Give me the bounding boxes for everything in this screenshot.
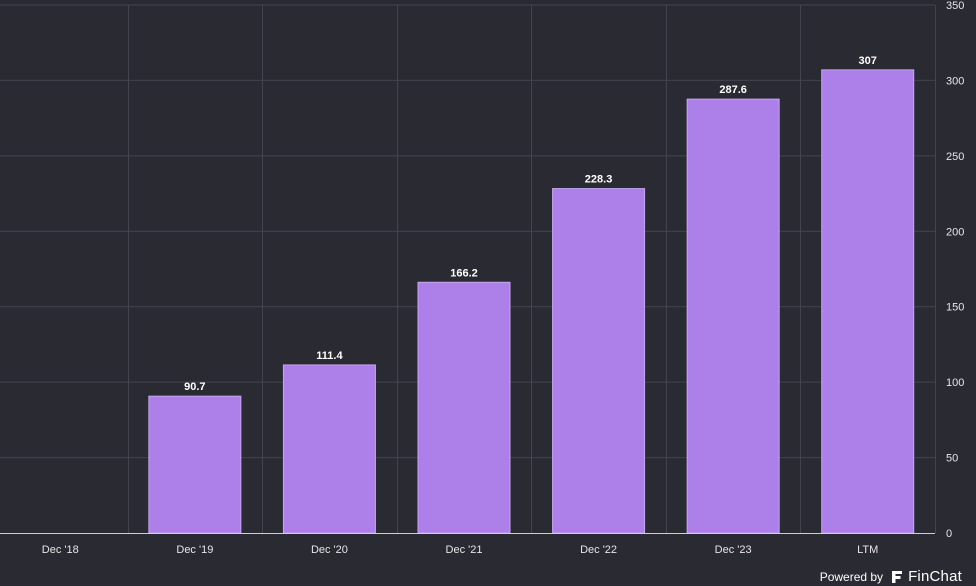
x-tick-label: Dec '21 xyxy=(446,544,483,556)
data-label: 111.4 xyxy=(316,350,343,362)
x-tick-label: Dec '22 xyxy=(580,544,617,556)
y-tick-labels: 0 50 100 150 200 250 300 350 xyxy=(946,0,964,540)
data-label: 307 xyxy=(859,55,877,67)
bar xyxy=(821,69,915,534)
y-tick-label: 50 xyxy=(946,453,958,465)
bar xyxy=(686,98,780,534)
y-tick-label: 100 xyxy=(946,377,964,389)
bar xyxy=(148,395,242,534)
y-tick-label: 300 xyxy=(946,75,964,87)
y-tick-label: 200 xyxy=(946,226,964,238)
finchat-logo-icon xyxy=(892,570,903,583)
brand-name: FinChat xyxy=(908,568,962,585)
data-label: 228.3 xyxy=(585,174,613,186)
x-tick-label: Dec '20 xyxy=(311,544,348,556)
y-tick-label: 350 xyxy=(946,0,964,12)
bars xyxy=(148,69,915,534)
bar xyxy=(282,364,376,534)
x-tick-labels: Dec '18 Dec '19 Dec '20 Dec '21 Dec '22 Dec '… xyxy=(42,544,878,556)
powered-by-badge[interactable]: Powered by FinChat xyxy=(820,568,962,585)
y-tick-label: 0 xyxy=(946,528,952,540)
powered-by-label: Powered by xyxy=(819,569,884,584)
data-label: 287.6 xyxy=(719,84,747,96)
y-tick-label: 250 xyxy=(946,151,964,163)
x-tick-label: Dec '18 xyxy=(42,544,79,556)
x-tick-label: Dec '19 xyxy=(176,544,213,556)
bar xyxy=(552,188,646,534)
bar xyxy=(417,281,511,534)
data-label: 166.2 xyxy=(450,267,478,279)
data-label: 90.7 xyxy=(184,381,205,393)
x-tick-label: Dec '23 xyxy=(715,544,752,556)
data-labels: 90.7 111.4 166.2 228.3 287.6 307 xyxy=(184,55,877,393)
x-tick-label: LTM xyxy=(857,544,878,556)
grid-lines xyxy=(0,4,936,533)
y-tick-label: 150 xyxy=(946,302,964,314)
